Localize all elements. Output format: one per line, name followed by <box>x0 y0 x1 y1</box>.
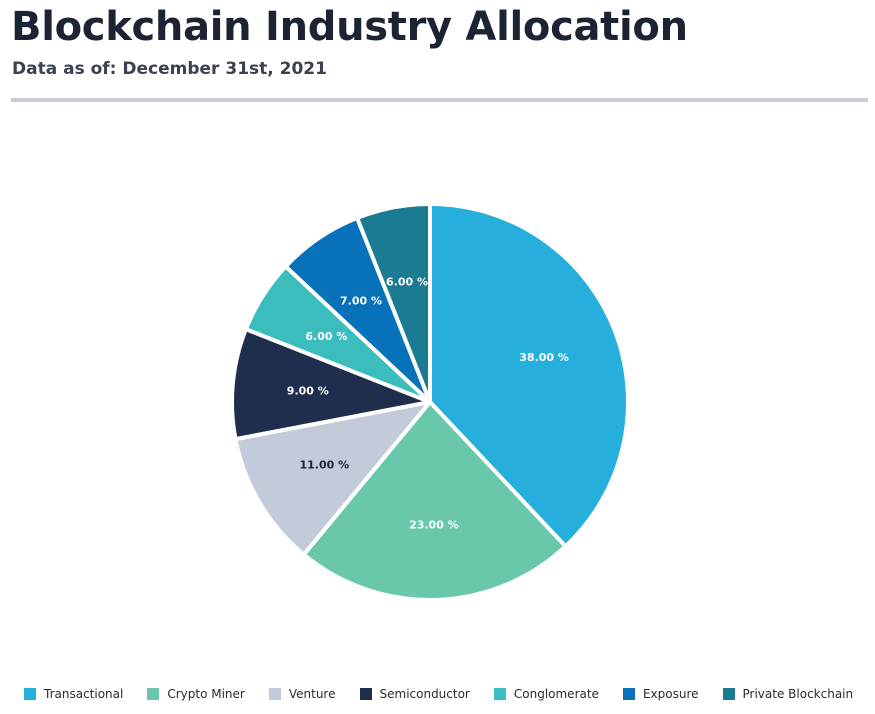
pie-slice-crypto-miner[interactable] <box>301 400 568 602</box>
legend-item-private-blockchain[interactable]: Private Blockchain <box>722 687 854 701</box>
legend-item-transactional[interactable]: Transactional <box>24 687 123 701</box>
legend-item-semiconductor[interactable]: Semiconductor <box>359 687 470 701</box>
legend-item-exposure[interactable]: Exposure <box>622 687 699 701</box>
legend-swatch <box>493 688 506 700</box>
pie-data-label: 6.00 % <box>305 330 347 343</box>
legend-swatch <box>147 688 160 700</box>
legend-swatch <box>722 688 735 700</box>
pie-data-label: 6.00 % <box>386 275 428 288</box>
header-divider <box>11 98 868 102</box>
pie-data-label: 11.00 % <box>299 459 349 472</box>
legend-swatch <box>359 688 372 700</box>
legend-label: Exposure <box>642 687 699 701</box>
legend-swatch <box>622 688 635 700</box>
pie-data-label: 38.00 % <box>519 351 569 364</box>
legend-label: Conglomerate <box>513 687 599 701</box>
legend-swatch <box>24 688 36 700</box>
legend-label: Venture <box>288 687 336 701</box>
legend-item-conglomerate[interactable]: Conglomerate <box>493 687 599 701</box>
legend-swatch <box>268 688 281 700</box>
pie-slice-transactional[interactable] <box>428 202 631 549</box>
legend-label: Semiconductor <box>379 687 470 701</box>
pie-slice-venture[interactable] <box>233 400 432 557</box>
legend-item-venture[interactable]: Venture <box>268 687 336 701</box>
chart-subtitle: Data as of: December 31st, 2021 <box>12 59 327 79</box>
legend-label: Transactional <box>44 687 124 701</box>
chart-legend: Transactional Crypto Miner Venture Semicond… <box>24 687 875 701</box>
legend-label: Private Blockchain <box>742 687 854 701</box>
pie-data-label: 23.00 % <box>409 519 459 532</box>
pie-slice-private-blockchain[interactable] <box>355 202 432 404</box>
pie-data-label: 9.00 % <box>287 384 329 397</box>
pie-slice-semiconductor[interactable] <box>230 327 432 442</box>
legend-item-crypto-miner[interactable]: Crypto Miner <box>147 687 245 701</box>
legend-label: Crypto Miner <box>167 687 245 701</box>
pie-data-label: 7.00 % <box>340 295 382 308</box>
chart-title: Blockchain Industry Allocation <box>11 4 688 50</box>
